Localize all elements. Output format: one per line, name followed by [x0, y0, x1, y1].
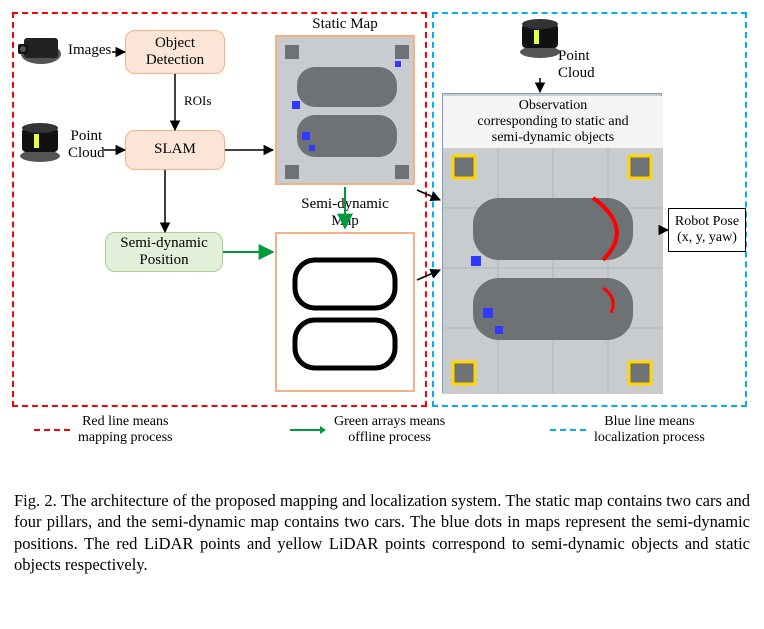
legend-blue-swatch: [550, 429, 586, 431]
point-cloud-right-label: Point Cloud: [558, 48, 595, 83]
lidar-left-icon: [18, 122, 62, 162]
slam-node: SLAM: [125, 130, 225, 170]
camera-icon: [18, 32, 64, 66]
architecture-diagram: Images Point Cloud Point Cloud Object De…: [0, 0, 764, 460]
robot-pose-node: Robot Pose (x, y, yaw): [668, 208, 746, 252]
legend-green-swatch: [290, 424, 326, 436]
legend-red: Red line means mapping process: [34, 414, 172, 446]
semidynamic-map-panel: [275, 232, 415, 392]
observation-svg: [443, 148, 663, 394]
legend-blue: Blue line means localization process: [550, 414, 705, 446]
object-detection-node: Object Detection: [125, 30, 225, 74]
semidynamic-map-svg: [277, 234, 417, 394]
static-map-svg: [277, 37, 417, 187]
images-label: Images: [68, 42, 111, 59]
rois-label: ROIs: [184, 94, 211, 109]
legend-blue-text: Blue line means localization process: [594, 414, 705, 446]
figure-caption: Fig. 2. The architecture of the proposed…: [14, 490, 750, 576]
legend-green-text: Green arrays means offline process: [334, 414, 445, 446]
legend-green: Green arrays means offline process: [290, 414, 445, 446]
legend-red-text: Red line means mapping process: [78, 414, 172, 446]
static-map-panel: [275, 35, 415, 185]
legend-red-swatch: [34, 429, 70, 431]
point-cloud-left-label: Point Cloud: [68, 128, 105, 163]
lidar-right-icon: [518, 18, 562, 58]
semidynamic-position-node: Semi-dynamic Position: [105, 232, 223, 272]
observation-title: Observation corresponding to static and …: [443, 96, 663, 148]
static-map-title: Static Map: [275, 16, 415, 33]
semidynamic-map-title: Semi-dynamic Map: [275, 196, 415, 231]
observation-panel: Observation corresponding to static and …: [442, 93, 662, 393]
